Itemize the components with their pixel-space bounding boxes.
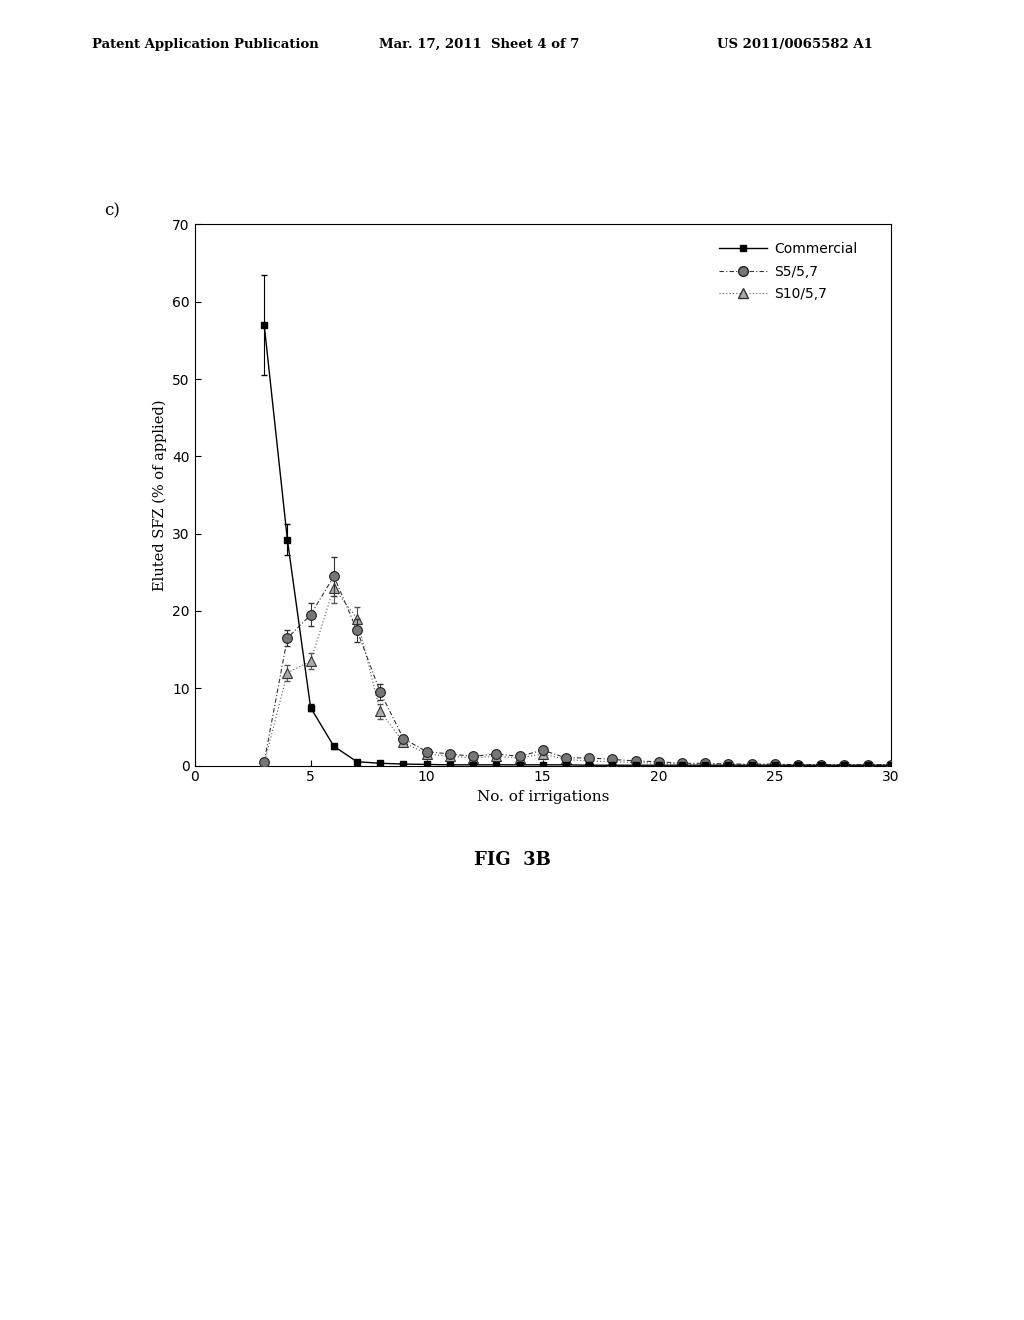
Y-axis label: Eluted SFZ (% of applied): Eluted SFZ (% of applied) [153,399,167,591]
Text: c): c) [104,202,120,219]
Text: US 2011/0065582 A1: US 2011/0065582 A1 [717,37,872,50]
Text: Patent Application Publication: Patent Application Publication [92,37,318,50]
Text: Mar. 17, 2011  Sheet 4 of 7: Mar. 17, 2011 Sheet 4 of 7 [379,37,580,50]
Text: FIG  3B: FIG 3B [473,850,551,869]
Legend: Commercial, S5/5,7, S10/5,7: Commercial, S5/5,7, S10/5,7 [713,236,863,306]
X-axis label: No. of irrigations: No. of irrigations [476,789,609,804]
